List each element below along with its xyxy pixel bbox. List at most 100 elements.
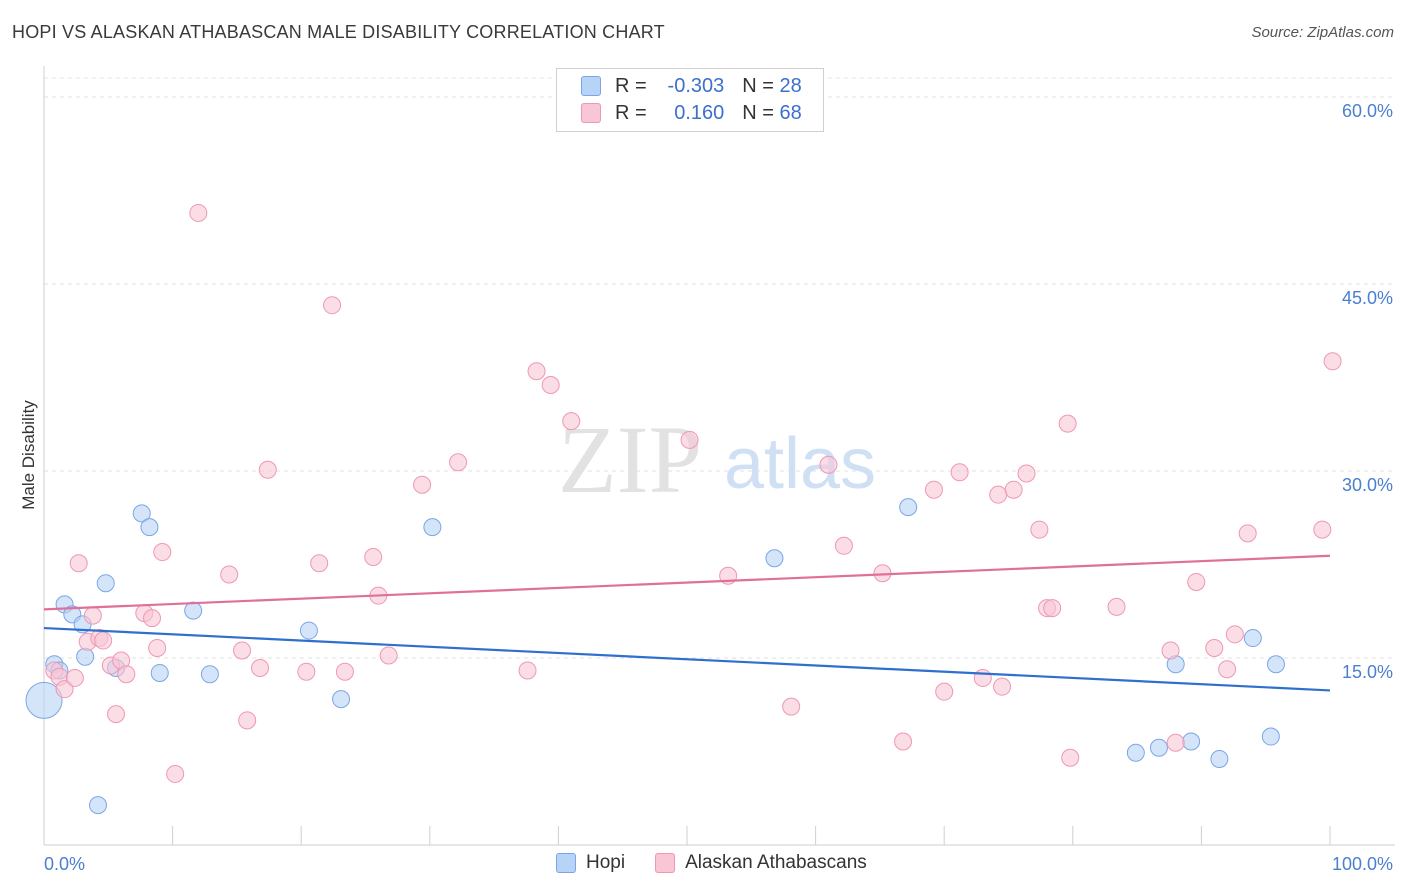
source-label: Source: ZipAtlas.com <box>1251 24 1394 41</box>
data-point <box>238 711 257 730</box>
data-point <box>1243 629 1262 648</box>
data-point <box>935 682 954 701</box>
data-point <box>1061 748 1080 767</box>
data-point <box>94 631 113 650</box>
data-point <box>894 732 913 751</box>
legend-r-value: -0.303 <box>667 74 725 97</box>
data-point <box>89 796 108 815</box>
data-point <box>297 662 316 681</box>
data-point <box>189 203 208 222</box>
legend-swatch-hopi <box>581 76 601 96</box>
data-point <box>993 677 1012 696</box>
data-point <box>449 453 468 472</box>
watermark-atlas: atlas <box>724 424 876 504</box>
data-point <box>1017 464 1036 483</box>
legend-n-label: N = <box>742 101 774 124</box>
data-point <box>899 498 918 517</box>
data-point <box>379 646 398 665</box>
data-point <box>518 661 537 680</box>
data-point <box>233 641 252 660</box>
data-point <box>364 548 383 567</box>
legend-row-alaskan: R = 0.160 N = 68 <box>581 100 802 126</box>
data-point <box>299 621 318 640</box>
trend-line <box>43 554 1331 611</box>
data-point <box>1313 520 1332 539</box>
data-point <box>950 463 969 482</box>
legend-n-value: 68 <box>779 101 802 124</box>
data-point <box>332 690 351 709</box>
data-point <box>973 668 992 687</box>
data-point <box>1149 738 1168 757</box>
y-tick-label: 15.0% <box>1342 662 1393 682</box>
series-label-alaskan: Alaskan Athabascans <box>685 852 867 873</box>
data-point <box>562 412 581 431</box>
data-point <box>1266 655 1285 674</box>
data-point <box>140 518 159 537</box>
data-point <box>527 362 546 381</box>
data-point <box>680 430 699 449</box>
data-point <box>132 504 151 523</box>
data-point <box>258 460 277 479</box>
watermark-zip: ZIP <box>558 406 702 513</box>
data-point <box>96 574 115 593</box>
legend-swatch-alaskan <box>581 103 601 123</box>
legend-n-label: N = <box>742 74 774 97</box>
axes <box>43 66 1395 846</box>
legend-row-hopi: R = -0.303 N = 28 <box>581 73 802 99</box>
data-point <box>541 375 560 394</box>
data-point <box>335 662 354 681</box>
series-legend: Hopi Alaskan Athabascans <box>556 852 867 874</box>
data-point <box>1225 625 1244 644</box>
data-point <box>117 665 136 684</box>
data-point <box>1166 733 1185 752</box>
data-point <box>107 705 126 724</box>
data-point <box>200 665 219 684</box>
data-points <box>25 203 1342 815</box>
data-point <box>69 554 88 573</box>
legend-r-value: 0.160 <box>674 101 725 124</box>
data-point <box>423 518 442 537</box>
data-point <box>1126 743 1145 762</box>
y-tick-label: 30.0% <box>1342 475 1393 495</box>
data-point <box>1218 660 1237 679</box>
data-point <box>989 485 1008 504</box>
x-tick-label: 0.0% <box>44 854 85 874</box>
data-point <box>1058 414 1077 433</box>
data-point <box>924 480 943 499</box>
data-point <box>55 680 74 699</box>
axis-labels: 15.0% 30.0% 45.0% 60.0% 0.0% 100.0% <box>44 101 1393 874</box>
data-point <box>1030 520 1049 539</box>
data-point <box>65 668 84 687</box>
legend-n-value: 28 <box>779 74 802 97</box>
legend-r-label: R = <box>615 101 647 124</box>
data-point <box>1182 732 1201 751</box>
trend-line <box>43 626 1331 692</box>
data-point <box>1238 524 1257 543</box>
y-axis-title: Male Disability <box>19 400 38 510</box>
data-point <box>834 536 853 555</box>
grid-lines <box>44 77 1395 659</box>
data-point <box>143 609 162 628</box>
y-tick-label: 45.0% <box>1342 288 1393 308</box>
data-point <box>782 697 801 716</box>
data-point <box>220 565 239 584</box>
data-point <box>1261 727 1280 746</box>
trend-lines <box>43 554 1331 692</box>
data-point <box>323 296 342 315</box>
data-point <box>1210 749 1229 768</box>
data-point <box>1323 352 1342 371</box>
data-point <box>150 663 169 682</box>
data-point <box>251 658 270 677</box>
data-point <box>765 549 784 568</box>
data-point <box>310 554 329 573</box>
series-label-hopi: Hopi <box>586 852 626 873</box>
data-point <box>25 681 63 719</box>
legend-r-label: R = <box>615 74 647 97</box>
data-point <box>819 455 838 474</box>
data-point <box>166 764 185 783</box>
data-point <box>153 543 172 562</box>
data-point <box>1161 641 1180 660</box>
chart-title: HOPI VS ALASKAN ATHABASCAN MALE DISABILI… <box>12 22 665 42</box>
data-point <box>413 475 432 494</box>
